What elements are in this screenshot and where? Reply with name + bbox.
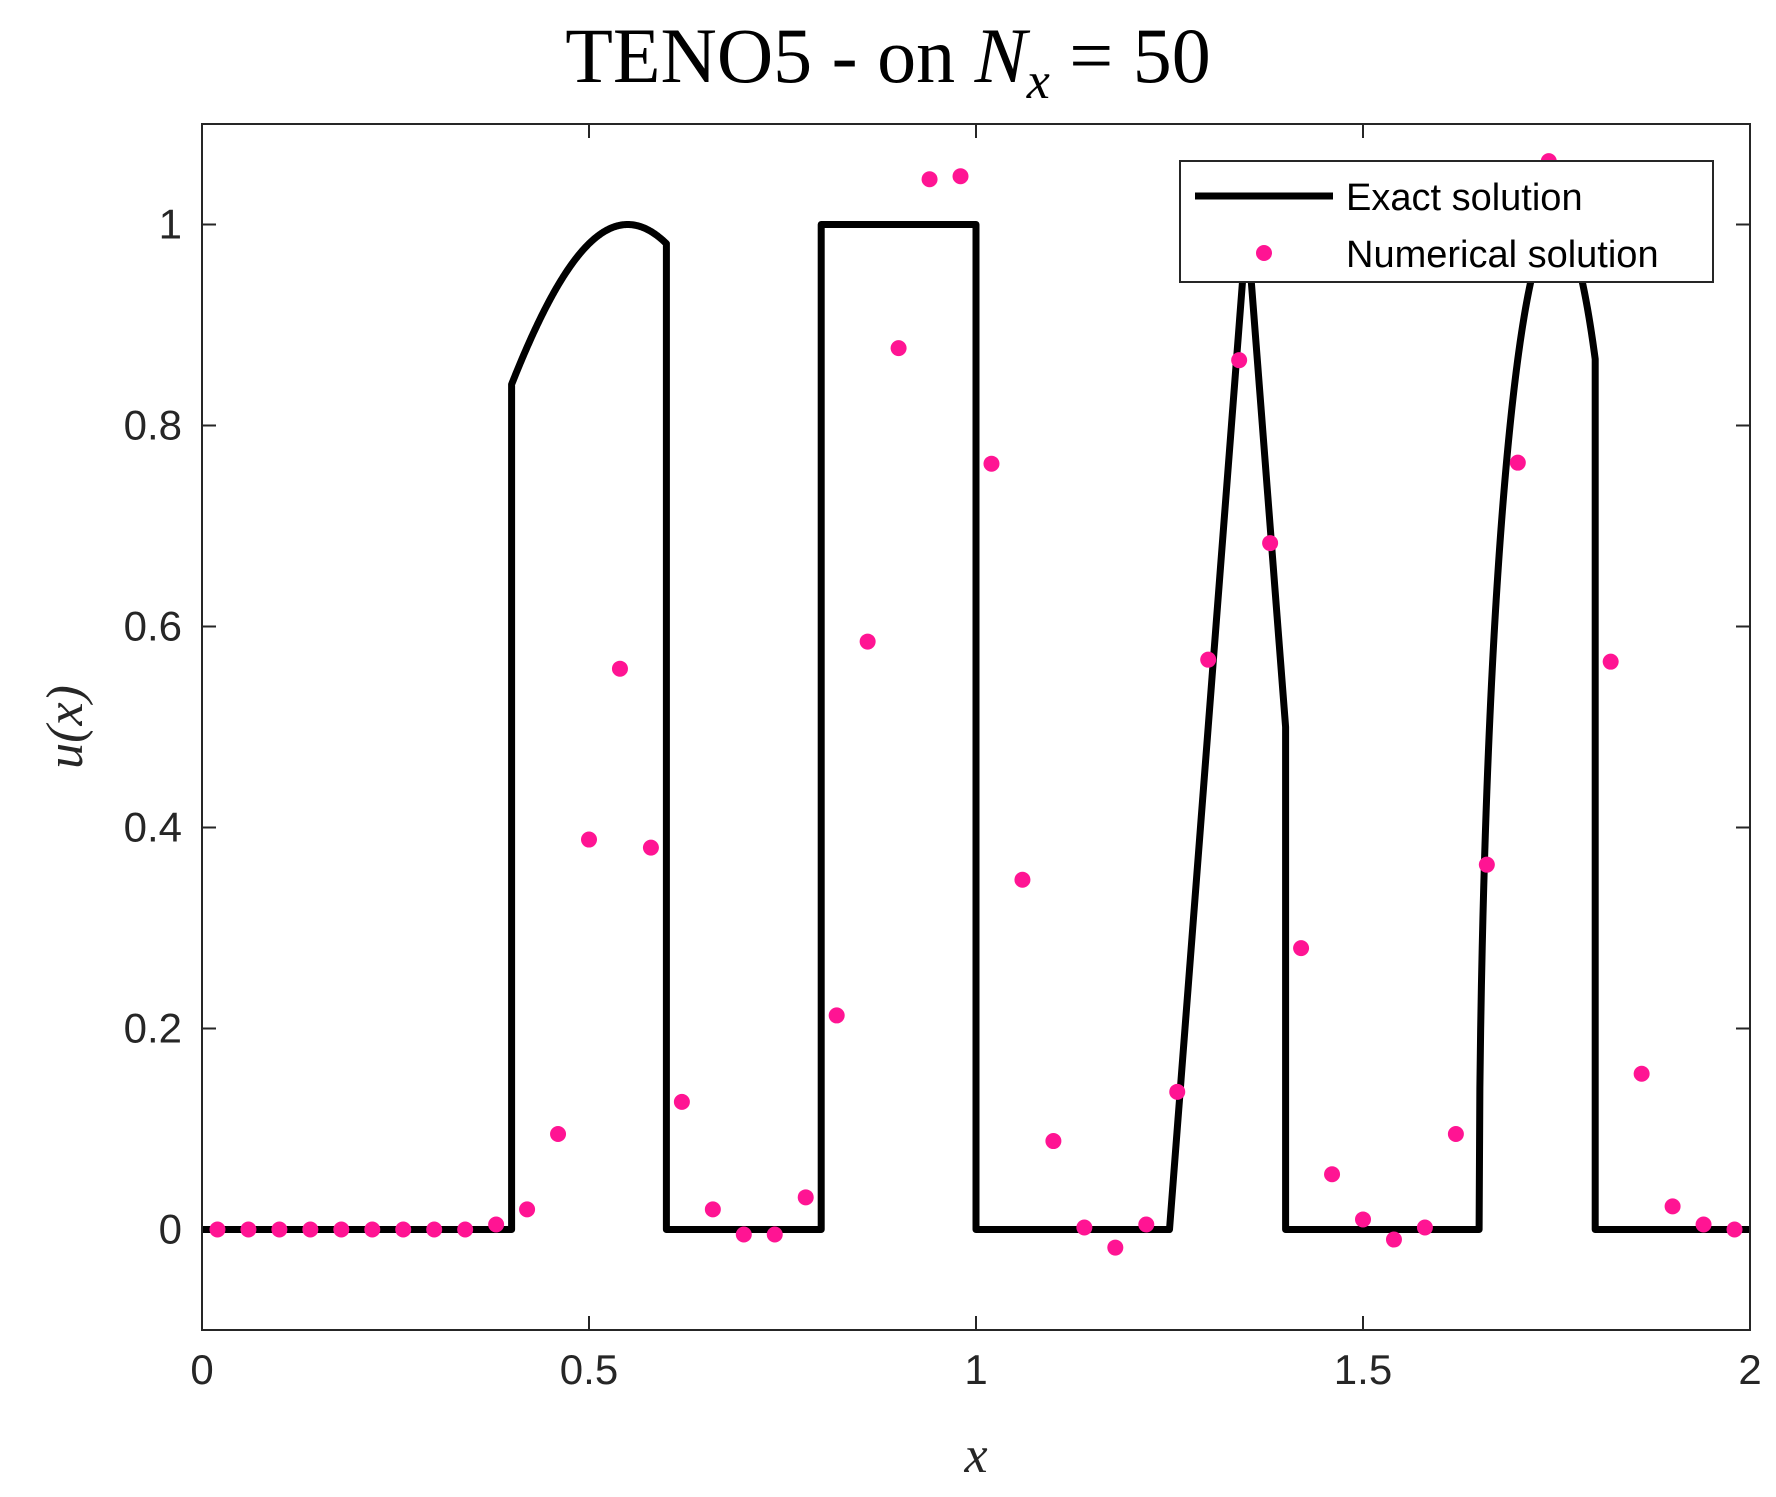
numerical-point bbox=[673, 1093, 690, 1110]
numerical-point bbox=[1416, 1219, 1433, 1236]
numerical-point bbox=[457, 1221, 474, 1238]
numerical-point bbox=[1355, 1211, 1371, 1228]
plot-frame bbox=[201, 123, 1751, 1331]
numerical-point bbox=[209, 1221, 226, 1238]
numerical-point bbox=[1509, 454, 1526, 471]
numerical-point bbox=[921, 171, 938, 188]
legend-box bbox=[1179, 160, 1714, 283]
chart-title-suffix: = 50 bbox=[1050, 12, 1211, 99]
numerical-point bbox=[1293, 940, 1310, 957]
numerical-point bbox=[1447, 1126, 1464, 1143]
numerical-point bbox=[302, 1221, 319, 1238]
x-tick-label: 1 bbox=[964, 1346, 987, 1393]
numerical-point bbox=[983, 455, 1000, 472]
numerical-point bbox=[1045, 1133, 1062, 1150]
numerical-point bbox=[1385, 1231, 1402, 1248]
x-tick-label: 2 bbox=[1738, 1346, 1761, 1393]
x-tick-label: 0 bbox=[190, 1346, 213, 1393]
y-tick-label: 0.4 bbox=[124, 804, 182, 851]
chart-title-sub: x bbox=[1026, 53, 1050, 110]
numerical-point bbox=[1262, 535, 1279, 552]
numerical-point bbox=[550, 1126, 567, 1143]
numerical-point bbox=[1633, 1065, 1650, 1082]
legend-exact-label: Exact solution bbox=[1346, 177, 1583, 219]
numerical-point bbox=[333, 1221, 350, 1238]
numerical-point bbox=[240, 1221, 257, 1238]
numerical-point bbox=[271, 1221, 288, 1238]
numerical-point bbox=[704, 1201, 721, 1218]
numerical-point bbox=[859, 633, 876, 650]
numerical-point bbox=[735, 1226, 752, 1243]
numerical-point bbox=[1324, 1166, 1341, 1183]
x-tick-label: 1.5 bbox=[1334, 1346, 1392, 1393]
numerical-point bbox=[952, 168, 969, 185]
numerical-point bbox=[1664, 1198, 1681, 1215]
numerical-point bbox=[1726, 1221, 1743, 1238]
y-axis-label: u(x) bbox=[37, 685, 94, 769]
numerical-point bbox=[1602, 653, 1619, 670]
legend: Exact solution Numerical solution bbox=[1179, 160, 1714, 283]
chart-title-var: N bbox=[974, 12, 1031, 99]
x-axis-label: x bbox=[963, 1427, 987, 1484]
numerical-point bbox=[364, 1221, 381, 1238]
numerical-point bbox=[797, 1189, 814, 1206]
numerical-point bbox=[642, 839, 659, 856]
numerical-point bbox=[1014, 871, 1031, 888]
exact-solution-line bbox=[200, 221, 1753, 1233]
numerical-point bbox=[519, 1201, 536, 1218]
numerical-point bbox=[1169, 1083, 1186, 1100]
exact-solution-series bbox=[200, 221, 1753, 1233]
numerical-point bbox=[1231, 352, 1248, 369]
y-tick-label: 0.2 bbox=[124, 1005, 182, 1052]
y-tick-label: 1 bbox=[159, 201, 182, 248]
numerical-point bbox=[1076, 1219, 1093, 1236]
numerical-point bbox=[395, 1221, 412, 1238]
numerical-point bbox=[1695, 1216, 1712, 1233]
numerical-point bbox=[488, 1216, 505, 1233]
numerical-point bbox=[611, 660, 628, 677]
numerical-point bbox=[766, 1226, 783, 1243]
numerical-point bbox=[828, 1007, 845, 1024]
chart-title-prefix: TENO5 - on bbox=[565, 12, 974, 99]
numerical-point bbox=[581, 831, 597, 848]
y-tick-label: 0.8 bbox=[124, 402, 182, 449]
legend-numerical-swatch bbox=[1256, 245, 1272, 261]
numerical-solution-series bbox=[209, 153, 1743, 1256]
numerical-point bbox=[1478, 856, 1495, 873]
numerical-point bbox=[890, 340, 907, 357]
x-tick-label: 0.5 bbox=[560, 1346, 618, 1393]
ticks-layer: 0 0.5 1 1.5 2 0 0.2 0.4 0.6 0.8 1 bbox=[124, 124, 1762, 1393]
numerical-point bbox=[1138, 1216, 1155, 1233]
numerical-point bbox=[1107, 1239, 1124, 1256]
numerical-point bbox=[426, 1221, 443, 1238]
legend-numerical-label: Numerical solution bbox=[1346, 234, 1659, 276]
numerical-point bbox=[1200, 651, 1217, 668]
y-tick-label: 0 bbox=[159, 1206, 182, 1253]
chart-title: TENO5 - on Nx = 50 bbox=[565, 12, 1211, 110]
y-tick-label: 0.6 bbox=[124, 603, 182, 650]
